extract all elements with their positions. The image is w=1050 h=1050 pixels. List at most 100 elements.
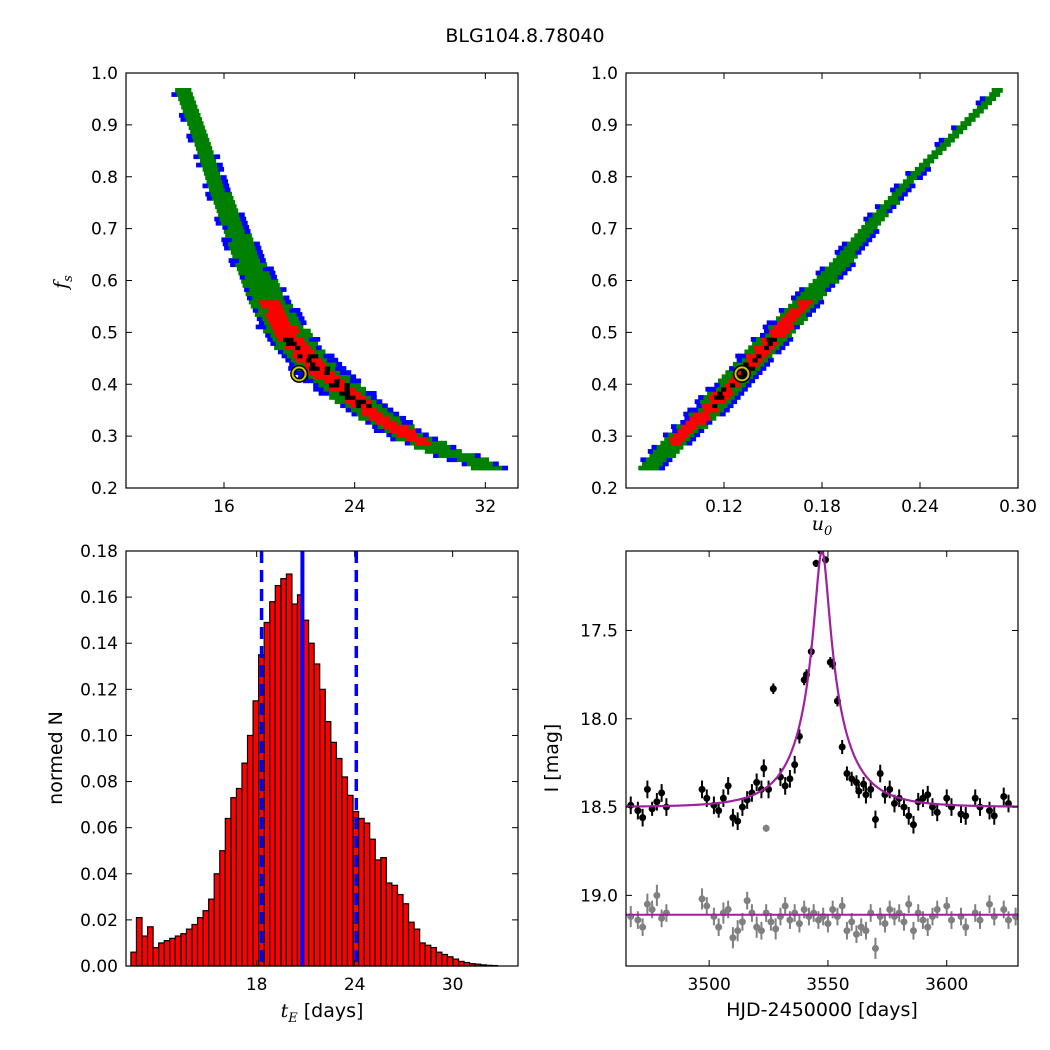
heatmap-cell [355,378,362,384]
y-tick-label: 0.3 [91,427,118,447]
y-tick-label: 0.3 [591,427,618,447]
heatmap-cell [193,154,200,160]
heatmap-cell [301,357,307,363]
heatmap-cell [410,440,416,446]
heatmap-cell [945,142,951,147]
heatmap-cell [777,320,783,326]
data-point-gray [762,824,770,832]
heatmap-cell [737,374,744,380]
heatmap-cell [339,399,346,405]
heatmap-cell [766,337,773,342]
heatmap-cell [247,295,253,301]
heatmap-cell [313,386,319,392]
heatmap-cell [263,308,270,313]
heatmap-cell [843,245,850,251]
heatmap-cell [314,337,321,342]
heatmap-cell [334,370,341,375]
heatmap-cell [728,378,735,384]
x-tick-label: 24 [344,975,366,995]
heatmap-cell [854,233,861,239]
x-tick-label: 3500 [688,975,731,995]
data-point [639,814,647,822]
heatmap-cell [910,171,917,176]
heatmap-cell [261,324,267,330]
heatmap-cell [783,324,790,330]
heatmap-cell [366,399,372,405]
heatmap-cell [265,287,271,292]
heatmap-cell [349,382,356,388]
heatmap-cell [986,100,992,106]
heatmap-cell [350,403,357,409]
heatmap-cell [729,395,736,400]
heatmap-cell [309,366,315,371]
heatmap-cell [332,357,339,363]
heatmap-cell [203,154,210,160]
heatmap-cell [426,436,433,442]
heatmap-cell [221,208,228,214]
heatmap-cell [801,295,808,301]
heatmap-cell [703,407,709,413]
heatmap-cell [902,191,908,197]
heatmap-cell [355,399,362,405]
heatmap-cell [760,366,767,371]
data-point [962,812,970,820]
y-tick-label: 0.8 [591,168,618,188]
heatmap-cell [196,117,202,122]
heatmap-cell [212,195,218,201]
heatmap-cell [670,440,677,446]
histogram-bar [213,873,221,967]
data-point-gray [1004,916,1012,924]
heatmap-cell [221,237,228,243]
data-point-gray [976,916,984,924]
data-point-gray [781,902,789,910]
heatmap-cell [975,100,982,106]
heatmap-cell [400,428,406,433]
heatmap-cell [708,407,715,413]
heatmap-cell [701,420,707,425]
heatmap-cell [696,403,703,409]
heatmap-cell [809,303,815,309]
heatmap-cell [228,258,235,263]
heatmap-cell [785,312,791,317]
heatmap-cell [366,407,373,413]
heatmap-cell [867,212,873,218]
heatmap-cell [920,166,926,172]
heatmap-cell [673,449,680,454]
heatmap-cell [816,291,822,297]
heatmap-cell [218,166,225,172]
heatmap-cell [640,457,647,463]
heatmap-cell [834,249,841,255]
heatmap-cell [753,374,759,380]
heatmap-cell [185,117,192,122]
heatmap-cell [654,465,660,471]
heatmap-cell [382,407,389,413]
heatmap-cell [766,320,773,326]
heatmap-cell [789,308,796,313]
heatmap-cell [782,320,789,326]
heatmap-cell [184,112,190,118]
heatmap-cell [753,361,760,367]
heatmap-cell [450,444,457,450]
heatmap-cell [408,424,415,429]
heatmap-cell [224,200,230,205]
data-point [909,821,917,829]
heatmap-cell [226,220,232,226]
histogram-bar [202,910,210,967]
heatmap-cell [417,432,424,438]
heatmap-cell [478,457,484,463]
heatmap-cell [778,308,785,313]
heatmap-cell [296,312,303,317]
heatmap-cell [191,133,198,139]
heatmap-cell [243,225,250,230]
heatmap-cell [181,92,188,97]
heatmap-cell [252,295,259,301]
heatmap-cell [812,295,818,301]
heatmap-cell [852,254,858,259]
model-curve [626,551,1018,808]
histogram-bar [457,960,465,967]
heatmap-cell [445,449,452,454]
heatmap-cell [360,391,367,396]
heatmap-cell [952,129,958,135]
heatmap-cell [871,225,878,230]
heatmap-cell [748,361,755,367]
